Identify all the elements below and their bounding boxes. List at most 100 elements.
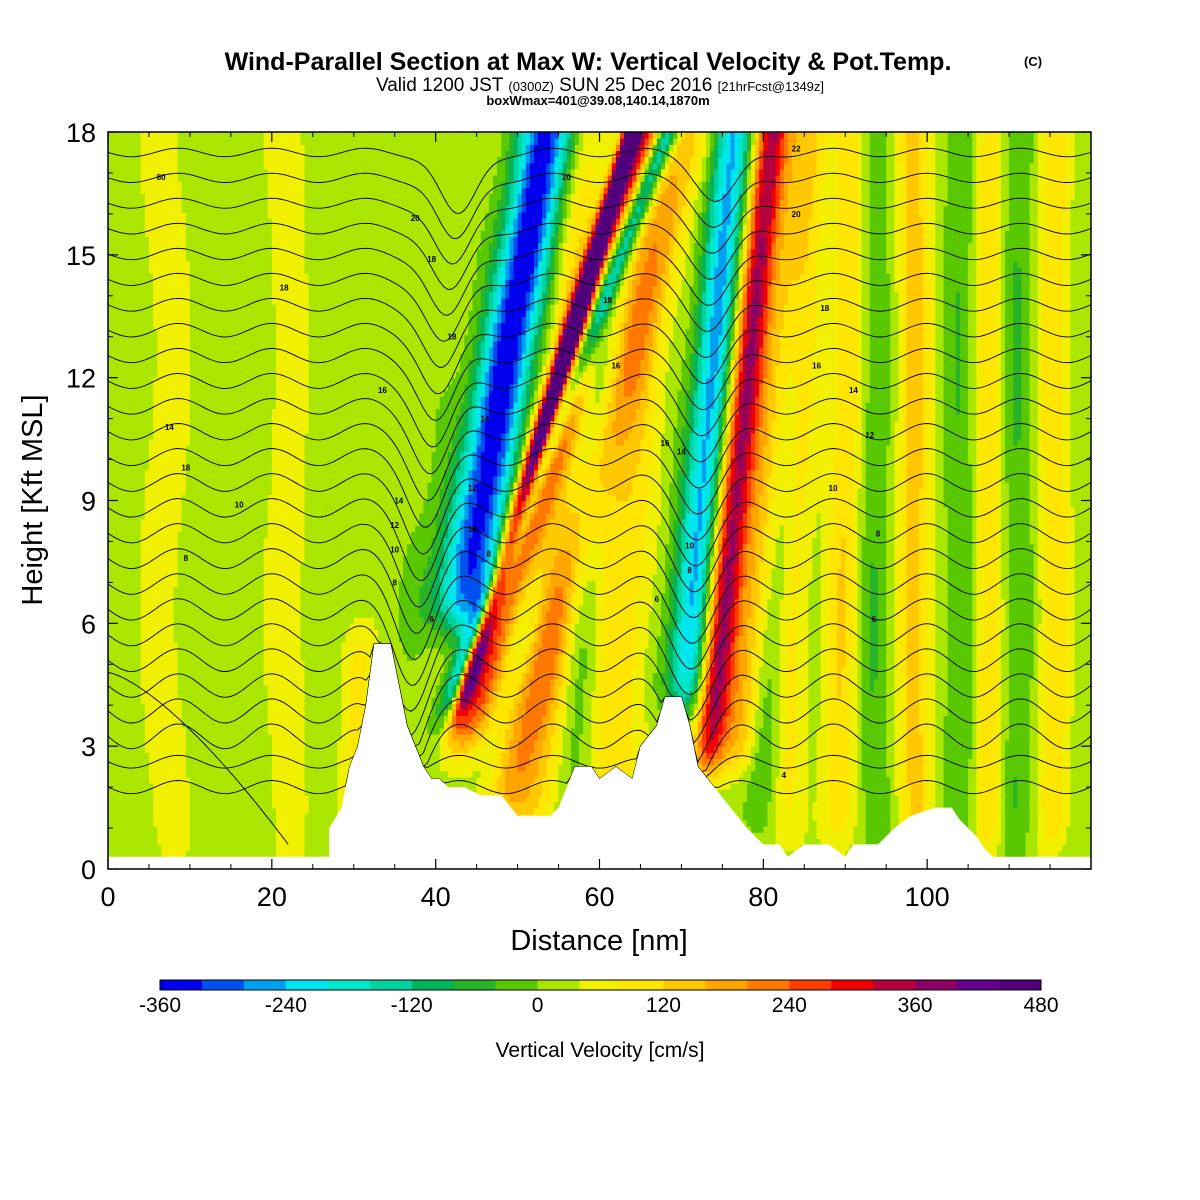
field-cell bbox=[538, 488, 543, 502]
field-cell bbox=[669, 156, 674, 164]
field-cell bbox=[513, 199, 519, 219]
field-cell bbox=[525, 482, 531, 489]
field-cell bbox=[255, 132, 261, 869]
field-cell bbox=[480, 132, 486, 231]
field-cell bbox=[742, 512, 748, 545]
field-cell bbox=[443, 672, 449, 686]
field-cell bbox=[714, 623, 719, 643]
field-cell bbox=[501, 604, 506, 643]
field-cell bbox=[456, 678, 461, 686]
field-cell bbox=[755, 469, 760, 532]
field-cell bbox=[730, 340, 736, 360]
field-cell bbox=[517, 592, 523, 606]
field-cell bbox=[505, 543, 510, 624]
field-cell bbox=[447, 598, 453, 612]
field-cell bbox=[697, 531, 703, 588]
field-cell bbox=[730, 420, 736, 440]
field-cell bbox=[988, 838, 994, 869]
field-cell bbox=[775, 776, 781, 846]
field-cell bbox=[472, 641, 478, 649]
field-cell bbox=[718, 598, 723, 637]
field-cell bbox=[619, 279, 625, 287]
field-cell bbox=[755, 316, 760, 360]
field-cell bbox=[542, 488, 547, 526]
field-cell bbox=[644, 217, 650, 225]
field-cell bbox=[640, 156, 646, 164]
field-cell bbox=[443, 752, 449, 772]
colorbar-label: Vertical Velocity [cm/s] bbox=[496, 1039, 705, 1062]
field-cell bbox=[681, 132, 687, 139]
field-cell bbox=[746, 617, 752, 704]
field-cell bbox=[513, 500, 519, 508]
field-cell bbox=[501, 531, 506, 538]
field-cell bbox=[726, 162, 732, 225]
field-cell bbox=[153, 328, 158, 379]
field-cell bbox=[607, 168, 613, 176]
field-cell bbox=[652, 574, 658, 674]
theta-contour bbox=[108, 448, 1091, 528]
field-cell bbox=[652, 408, 658, 575]
field-cell bbox=[697, 150, 703, 182]
field-cell bbox=[734, 690, 740, 741]
field-cell bbox=[558, 715, 564, 766]
contour-label: 8 bbox=[392, 578, 397, 587]
field-cell bbox=[456, 371, 461, 416]
field-cell bbox=[484, 715, 490, 729]
field-cell bbox=[501, 181, 506, 207]
field-cell bbox=[513, 635, 519, 667]
field-cell bbox=[730, 641, 736, 680]
field-cell bbox=[480, 703, 486, 717]
field-cell bbox=[562, 420, 568, 428]
field-cell bbox=[566, 383, 572, 409]
field-cell bbox=[497, 512, 502, 526]
field-cell bbox=[1017, 267, 1022, 440]
contour-label: 18 bbox=[820, 304, 829, 313]
field-cell bbox=[570, 224, 576, 268]
field-cell bbox=[624, 211, 629, 219]
field-cell bbox=[538, 132, 543, 225]
field-cell bbox=[468, 746, 474, 760]
field-cell bbox=[636, 187, 642, 195]
field-cell bbox=[734, 482, 740, 508]
field-cell bbox=[509, 500, 515, 508]
field-cell bbox=[566, 408, 572, 416]
field-cell bbox=[751, 432, 756, 471]
field-cell bbox=[615, 291, 621, 299]
field-cell bbox=[566, 549, 572, 588]
field-cell bbox=[746, 187, 752, 207]
field-cell bbox=[763, 150, 769, 268]
field-cell bbox=[742, 758, 748, 772]
field-cell bbox=[550, 328, 556, 342]
y-tick-label: 3 bbox=[81, 732, 96, 762]
field-cell bbox=[722, 537, 728, 557]
field-cell bbox=[579, 604, 584, 649]
field-cell bbox=[501, 518, 506, 526]
field-cell bbox=[603, 181, 609, 188]
field-cell bbox=[538, 279, 543, 299]
field-cell bbox=[501, 297, 506, 323]
contour-label: 14 bbox=[849, 386, 858, 395]
field-cell bbox=[738, 764, 744, 778]
field-cell bbox=[837, 132, 842, 569]
field-cell bbox=[767, 254, 773, 287]
field-cell bbox=[460, 592, 465, 612]
field-cell bbox=[628, 217, 633, 231]
field-cell bbox=[533, 132, 539, 145]
field-cell bbox=[529, 451, 535, 471]
field-cell bbox=[628, 396, 633, 434]
field-cell bbox=[525, 383, 531, 403]
field-cell bbox=[607, 297, 613, 305]
colorbar-swatch bbox=[243, 980, 287, 990]
field-cell bbox=[910, 132, 916, 827]
field-cell bbox=[533, 426, 539, 434]
field-cell bbox=[402, 132, 408, 557]
field-cell bbox=[546, 426, 551, 434]
field-cell bbox=[579, 383, 584, 397]
contour-label: 10 bbox=[390, 546, 399, 555]
field-cell bbox=[718, 764, 723, 772]
field-cell bbox=[583, 334, 588, 342]
field-cell bbox=[493, 340, 498, 366]
field-cell bbox=[558, 488, 564, 551]
field-cell bbox=[591, 322, 597, 342]
field-cell bbox=[583, 340, 588, 348]
